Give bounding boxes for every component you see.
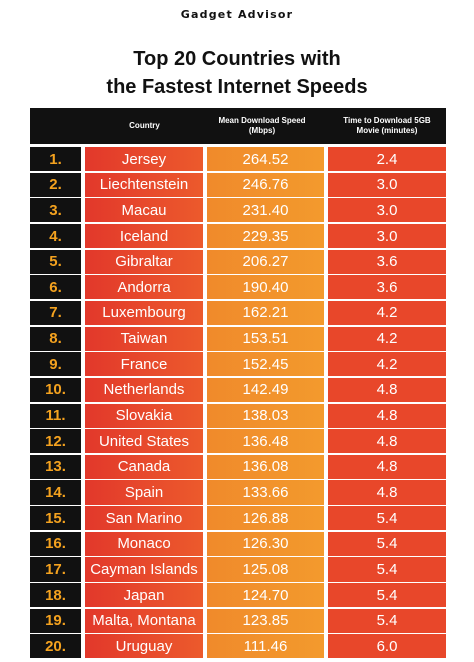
country-cell: San Marino	[85, 506, 203, 531]
speed-cell: 136.08	[207, 454, 324, 479]
time-cell: 3.6	[328, 275, 446, 300]
country-cell: Jersey	[85, 147, 203, 172]
rank-cell: 5.	[30, 249, 81, 274]
country-cell: Japan	[85, 583, 203, 608]
time-cell: 4.8	[328, 403, 446, 428]
speed-cell: 231.40	[207, 198, 324, 223]
time-cell: 5.4	[328, 557, 446, 582]
country-cell: Liechtenstein	[85, 172, 203, 197]
rank-cell: 4.	[30, 223, 81, 249]
rank-cell: 8.	[30, 326, 81, 351]
country-cell: United States	[85, 429, 203, 454]
speed-cell: 133.66	[207, 480, 324, 505]
speed-cell: 206.27	[207, 249, 324, 274]
brand: Gadget Advisor	[180, 8, 294, 21]
time-cell: 4.2	[328, 352, 446, 377]
country-cell: Macau	[85, 198, 203, 223]
speed-cell: 126.88	[207, 506, 324, 531]
rank-cell: 19.	[30, 608, 81, 633]
country-cell: Uruguay	[85, 634, 203, 659]
rank-cell: 2.	[30, 172, 81, 197]
rank-cell: 10.	[30, 377, 81, 402]
country-cell: Luxembourg	[85, 300, 203, 326]
rank-cell: 14.	[30, 480, 81, 505]
rank-cell: 9.	[30, 352, 81, 377]
time-cell: 3.6	[328, 249, 446, 274]
speed-cell: 125.08	[207, 557, 324, 582]
rank-cell: 18.	[30, 583, 81, 608]
rank-cell: 7.	[30, 300, 81, 326]
time-cell: 5.4	[328, 531, 446, 556]
column-header: Country	[129, 121, 160, 130]
rank-cell: 6.	[30, 275, 81, 300]
time-cell: 5.4	[328, 583, 446, 608]
country-cell: Canada	[85, 454, 203, 479]
rank-cell: 13.	[30, 454, 81, 479]
rank-cell: 15.	[30, 506, 81, 531]
speed-cell: 152.45	[207, 352, 324, 377]
country-cell: France	[85, 352, 203, 377]
speed-cell: 246.76	[207, 172, 324, 197]
table-header: Country Mean Download Speed (Mbps) Time …	[30, 108, 446, 144]
time-cell: 4.8	[328, 429, 446, 454]
time-cell: 3.0	[328, 172, 446, 197]
time-cell: 4.2	[328, 326, 446, 351]
time-cell: 5.4	[328, 506, 446, 531]
rank-cell: 16.	[30, 531, 81, 556]
time-cell: 4.2	[328, 300, 446, 326]
country-cell: Andorra	[85, 275, 203, 300]
rank-cell: 1.	[30, 147, 81, 172]
speed-cell: 190.40	[207, 275, 324, 300]
speed-cell: 142.49	[207, 377, 324, 402]
country-cell: Cayman Islands	[85, 557, 203, 582]
time-cell: 3.0	[328, 223, 446, 249]
rank-cell: 11.	[30, 403, 81, 428]
title-line: Top 20 Countries with	[133, 48, 341, 70]
country-cell: Iceland	[85, 223, 203, 249]
title-line: the Fastest Internet Speeds	[106, 76, 368, 98]
country-cell: Netherlands	[85, 377, 203, 402]
time-cell: 4.8	[328, 480, 446, 505]
speed-cell: 124.70	[207, 583, 324, 608]
country-cell: Monaco	[85, 531, 203, 556]
time-cell: 6.0	[328, 634, 446, 659]
rank-cell: 3.	[30, 198, 81, 223]
rank-cell: 12.	[30, 429, 81, 454]
speed-cell: 229.35	[207, 223, 324, 249]
title: Top 20 Countries with the Fastest Intern…	[0, 45, 474, 101]
country-cell: Taiwan	[85, 326, 203, 351]
time-cell: 4.8	[328, 377, 446, 402]
time-cell: 3.0	[328, 198, 446, 223]
country-cell: Gibraltar	[85, 249, 203, 274]
column-header: Mean Download Speed (Mbps)	[218, 116, 306, 135]
speed-cell: 123.85	[207, 608, 324, 633]
speed-cell: 136.48	[207, 429, 324, 454]
column-header: Time to Download 5GB Movie (minutes)	[343, 116, 431, 135]
speed-cell: 153.51	[207, 326, 324, 351]
country-cell: Spain	[85, 480, 203, 505]
rank-cell: 17.	[30, 557, 81, 582]
rank-cell: 20.	[30, 634, 81, 659]
speed-cell: 162.21	[207, 300, 324, 326]
speed-cell: 126.30	[207, 531, 324, 556]
speed-cell: 111.46	[207, 634, 324, 659]
time-cell: 5.4	[328, 608, 446, 633]
country-cell: Malta, Montana	[85, 608, 203, 633]
country-cell: Slovakia	[85, 403, 203, 428]
speed-cell: 264.52	[207, 147, 324, 172]
speed-cell: 138.03	[207, 403, 324, 428]
time-cell: 2.4	[328, 147, 446, 172]
time-cell: 4.8	[328, 454, 446, 479]
